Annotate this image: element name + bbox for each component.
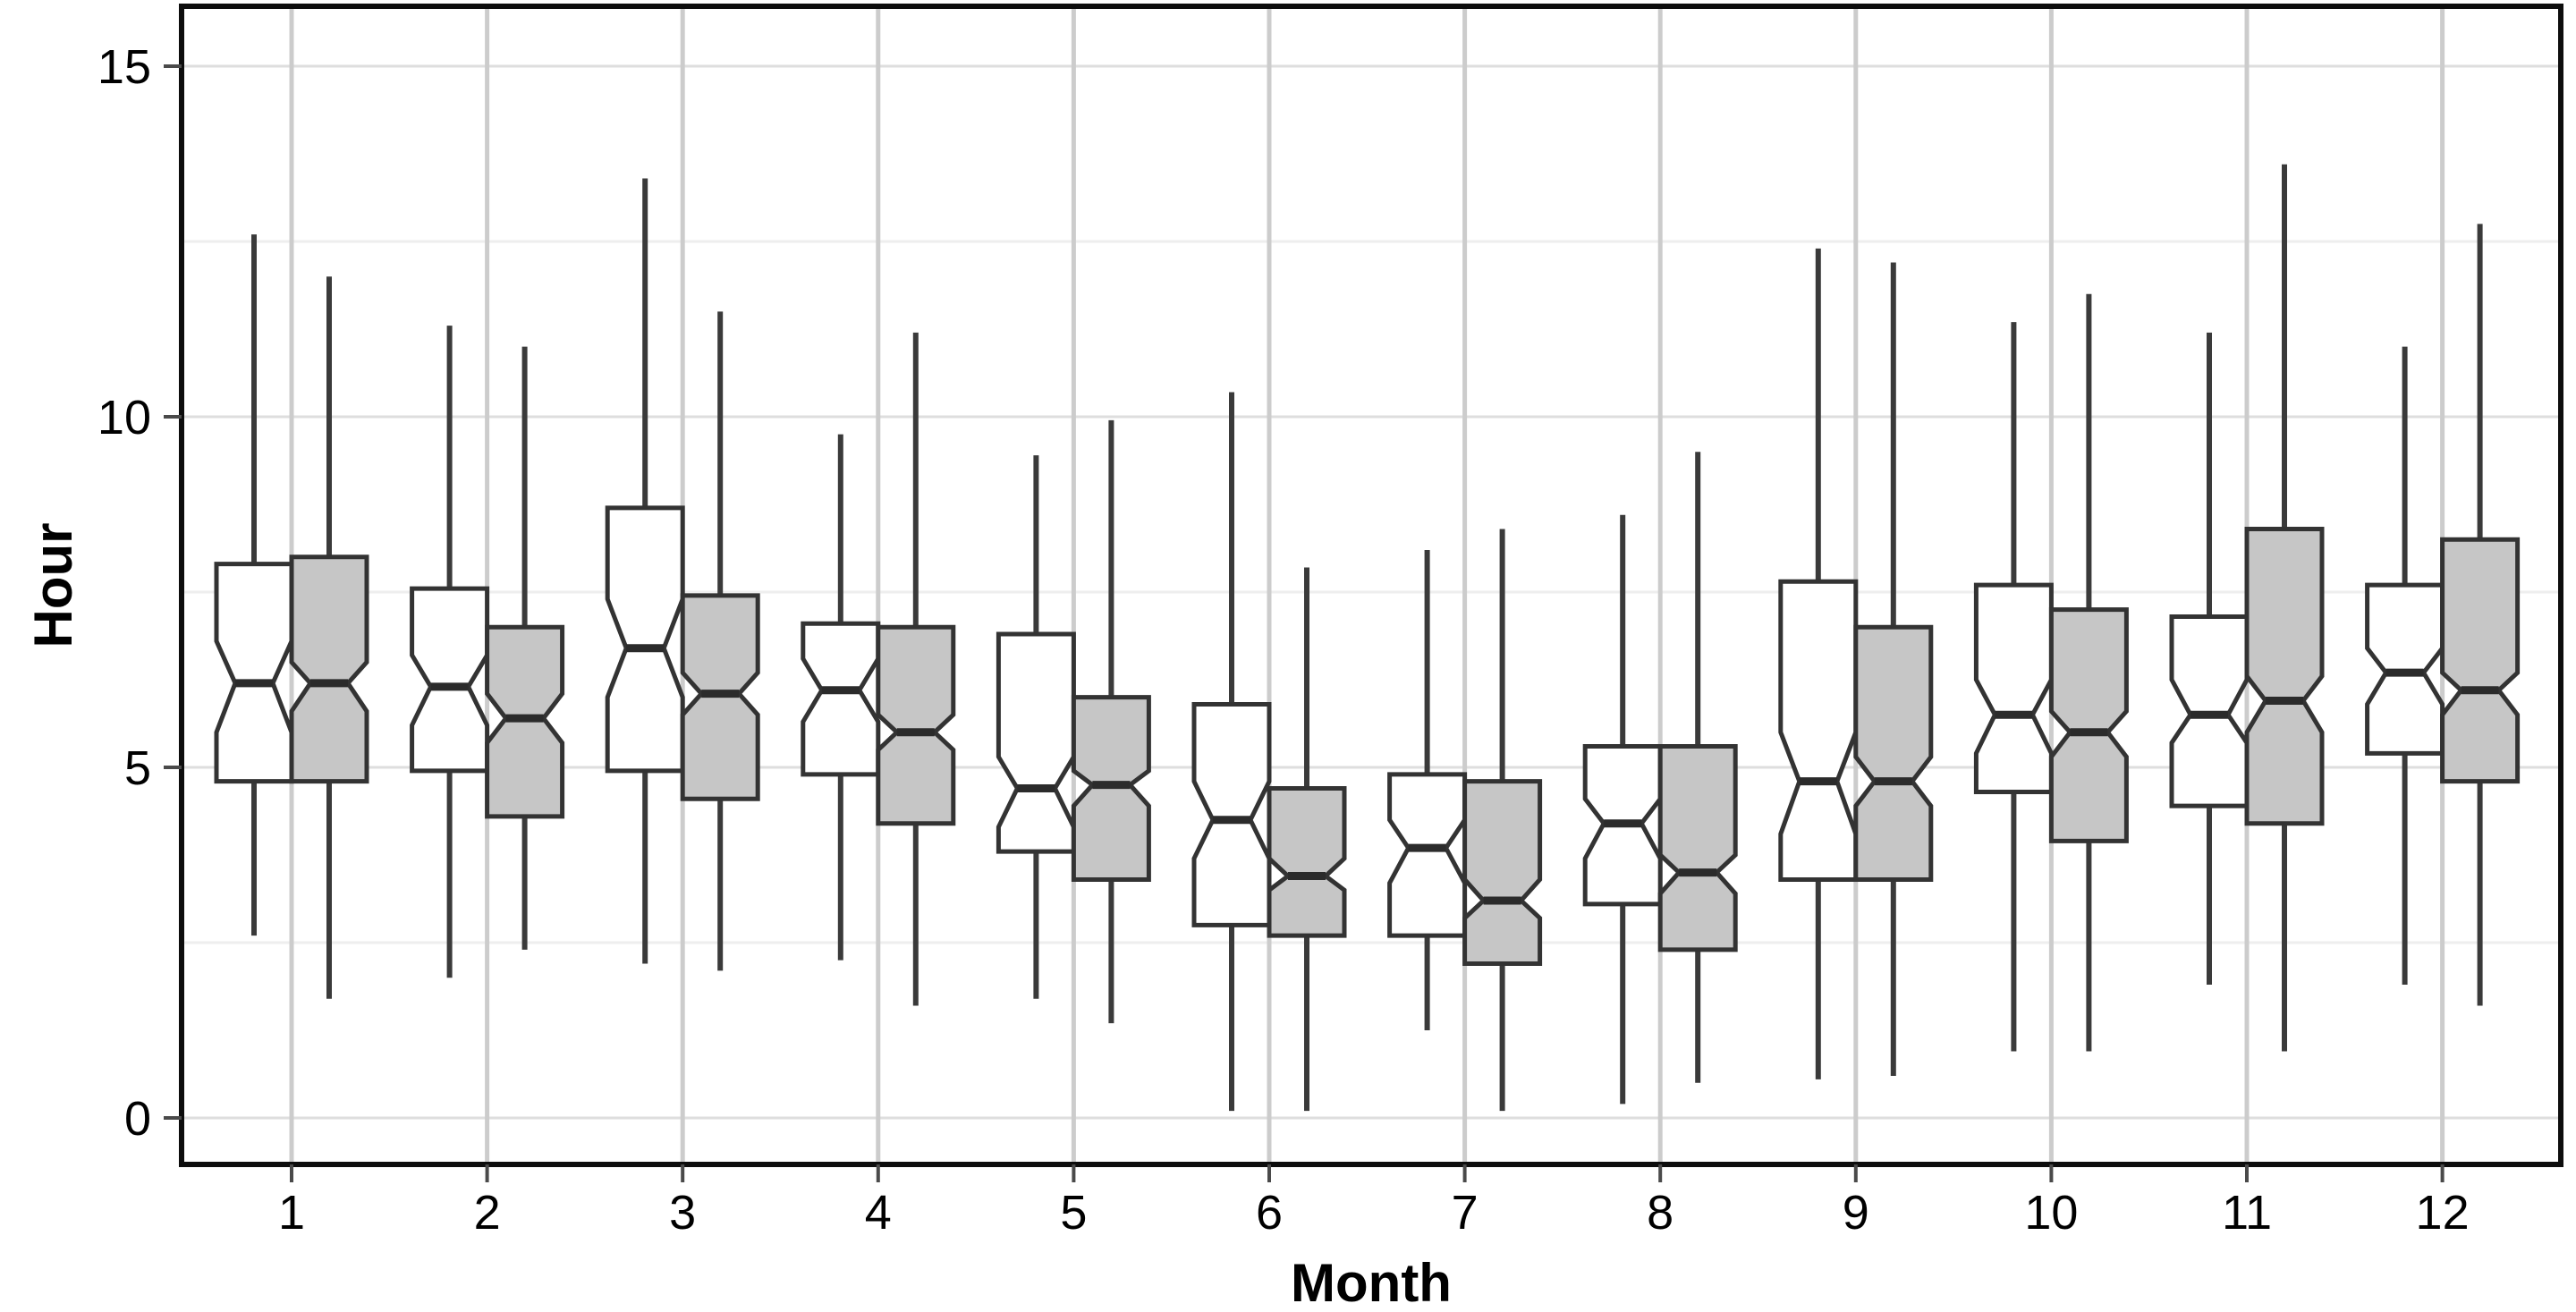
notched-box <box>214 562 294 784</box>
notched-box <box>876 624 956 826</box>
x-tick-label: 11 <box>2222 1186 2272 1240</box>
y-tick-label: 10 <box>97 391 151 444</box>
x-tick-label: 9 <box>1843 1186 1869 1240</box>
boxplot-month-12-white-boxes <box>2365 346 2445 986</box>
boxplot-month-9-white-boxes <box>1778 248 1859 1079</box>
x-tick-label: 6 <box>1256 1186 1283 1240</box>
y-tick-label: 0 <box>124 1092 151 1146</box>
x-tick-label: 7 <box>1452 1186 1479 1240</box>
panel-border <box>179 4 2563 1167</box>
boxplot-month-2-white-boxes <box>410 326 490 978</box>
notched-box <box>1267 786 1347 938</box>
notched-box <box>2048 607 2129 843</box>
x-tick-label: 10 <box>2024 1186 2078 1240</box>
notched-box <box>1657 743 1738 952</box>
boxplot-month-12-grey-boxes <box>2440 224 2521 1006</box>
boxplot-month-3-white-boxes <box>605 178 685 964</box>
x-tick-label: 2 <box>474 1186 501 1240</box>
x-tick-label: 1 <box>278 1186 305 1240</box>
x-tick-label: 8 <box>1647 1186 1674 1240</box>
notched-box <box>2244 526 2325 826</box>
notched-box <box>289 554 369 784</box>
x-axis-title: Month <box>1291 1253 1452 1312</box>
boxplot-month-8-grey-boxes <box>1657 452 1738 1083</box>
notched-box <box>1853 624 1934 882</box>
y-axis-title: Hour <box>23 523 83 648</box>
boxplot-month-5-white-boxes <box>996 455 1076 999</box>
x-tick-label: 3 <box>669 1186 696 1240</box>
boxplot-month-1-white-boxes <box>214 234 294 936</box>
notched-box <box>1387 772 1468 938</box>
notched-box <box>1462 779 1543 967</box>
boxplot-month-9-grey-boxes <box>1853 262 1934 1076</box>
boxplot-month-6-grey-boxes <box>1267 567 1347 1112</box>
boxplot-month-11-grey-boxes <box>2244 164 2325 1052</box>
y-tick-label: 15 <box>97 40 151 94</box>
boxplot-month-1-grey-boxes <box>289 276 369 999</box>
boxplot-month-4-white-boxes <box>801 434 881 961</box>
x-tick-label: 4 <box>865 1186 892 1240</box>
notched-box <box>996 631 1076 854</box>
notched-box <box>801 621 881 777</box>
notched-box <box>605 505 685 774</box>
boxplot-month-7-grey-boxes <box>1462 529 1543 1112</box>
notched-box <box>410 586 490 774</box>
boxplot-month-3-grey-boxes <box>680 311 760 971</box>
boxplot-month-10-grey-boxes <box>2048 293 2129 1052</box>
boxplot-month-5-grey-boxes <box>1071 419 1151 1024</box>
x-tick-label: 12 <box>2416 1186 2470 1240</box>
notched-box <box>1191 701 1272 927</box>
boxplot-month-7-white-boxes <box>1387 549 1468 1030</box>
boxplot-month-4-grey-boxes <box>876 332 956 1006</box>
x-tick-label: 5 <box>1060 1186 1087 1240</box>
notched-box <box>1778 579 1859 882</box>
y-tick-label: 5 <box>124 741 151 795</box>
boxplot-month-6-white-boxes <box>1191 392 1272 1112</box>
notched-box <box>2440 537 2521 784</box>
notched-box <box>1973 582 2054 794</box>
boxplot-month-8-white-boxes <box>1582 514 1663 1105</box>
boxplot-month-2-grey-boxes <box>485 346 565 950</box>
boxplot-month-11-white-boxes <box>2169 332 2250 986</box>
